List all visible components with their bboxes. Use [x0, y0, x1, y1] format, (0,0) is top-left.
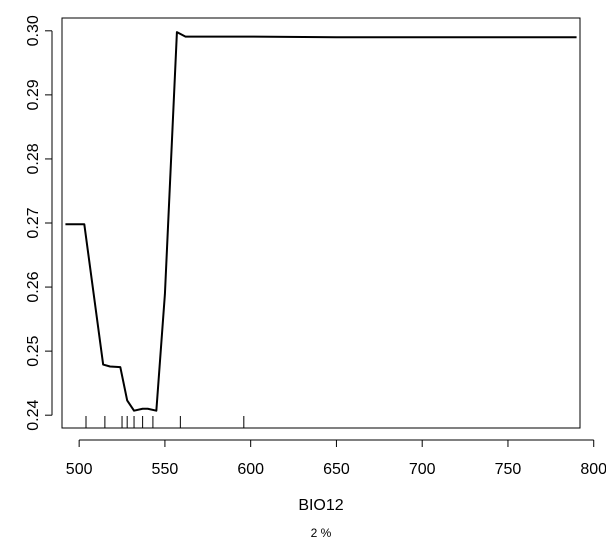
x-tick-label: 550 [152, 461, 179, 478]
y-tick-label: 0.26 [25, 271, 42, 302]
x-axis-subtitle: 2 % [311, 526, 332, 540]
x-axis-title: BIO12 [298, 497, 343, 514]
x-tick-label: 500 [66, 461, 93, 478]
y-axis: 0.24 0.25 0.26 0.27 0.28 0.29 0.30 [25, 15, 53, 431]
series-line [65, 31, 577, 412]
x-tick-label: 600 [237, 461, 264, 478]
x-tick-label: 700 [409, 461, 436, 478]
series [65, 31, 577, 412]
y-tick-label: 0.29 [25, 79, 42, 110]
x-axis: 500 550 600 650 700 750 800 [66, 439, 606, 478]
y-tick-label: 0.25 [25, 335, 42, 366]
x-tick-label: 800 [580, 461, 606, 478]
y-tick-label: 0.24 [25, 400, 42, 431]
y-tick-label: 0.27 [25, 207, 42, 238]
y-tick-label: 0.28 [25, 143, 42, 174]
plot-frame [61, 17, 581, 429]
x-tick-label: 750 [495, 461, 522, 478]
rug-marks [85, 416, 245, 428]
x-tick-label: 650 [323, 461, 350, 478]
y-tick-label: 0.30 [25, 15, 42, 46]
